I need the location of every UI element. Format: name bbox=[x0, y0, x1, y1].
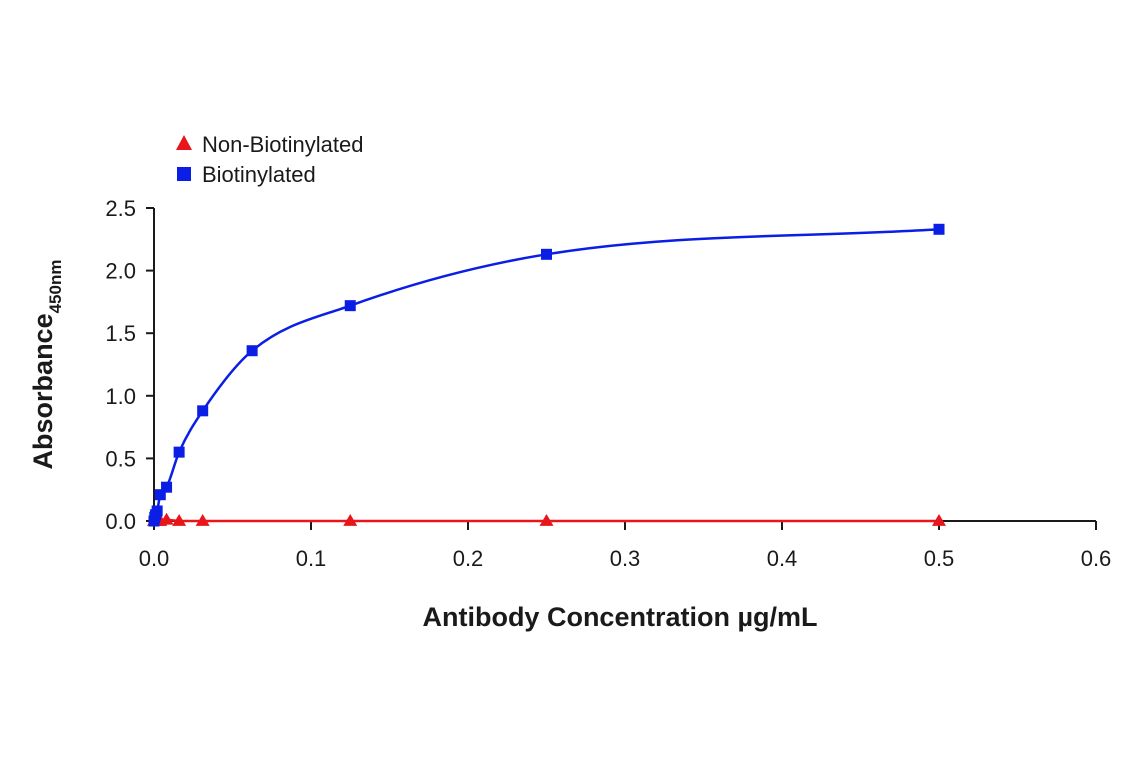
series-lines bbox=[152, 228, 940, 523]
x-tick-label: 0.0 bbox=[139, 546, 170, 571]
point-non-biotinylated bbox=[159, 512, 174, 525]
legend-marker-non-biotinylated bbox=[176, 135, 192, 150]
point-non-biotinylated bbox=[343, 514, 358, 526]
y-tick-label: 0.0 bbox=[105, 509, 136, 534]
series-marks bbox=[147, 223, 946, 527]
point-biotinylated bbox=[344, 300, 356, 312]
point-biotinylated bbox=[197, 405, 209, 417]
legend: Non-Biotinylated Biotinylated bbox=[176, 132, 363, 187]
legend-label-non-biotinylated: Non-Biotinylated bbox=[202, 132, 363, 157]
series-line-biotinylated bbox=[152, 228, 940, 522]
x-axis-title: Antibody Concentration µg/mL bbox=[422, 602, 817, 632]
axes: 0.0 0.5 1.0 1.5 2.0 2.5 0.0 0.1 0.2 0.3 0.4 0.5 0.6 bbox=[105, 196, 1111, 571]
point-biotinylated bbox=[933, 223, 945, 235]
y-tick-label: 1.0 bbox=[105, 384, 136, 409]
point-biotinylated bbox=[541, 248, 552, 260]
point-non-biotinylated bbox=[195, 514, 210, 526]
x-tick-label: 0.2 bbox=[453, 546, 484, 571]
y-tick-label: 2.5 bbox=[105, 196, 136, 221]
point-biotinylated bbox=[161, 481, 173, 493]
x-tick-label: 0.1 bbox=[296, 546, 327, 571]
point-biotinylated bbox=[151, 505, 163, 517]
point-biotinylated bbox=[173, 446, 185, 458]
point-biotinylated bbox=[154, 489, 166, 501]
legend-label-biotinylated: Biotinylated bbox=[202, 162, 316, 187]
y-axis-title-main: Absorbance bbox=[28, 313, 58, 469]
x-tick-label: 0.6 bbox=[1081, 546, 1112, 571]
y-tick-label: 2.0 bbox=[105, 259, 136, 284]
x-tick-label: 0.3 bbox=[610, 546, 641, 571]
point-non-biotinylated bbox=[932, 514, 946, 526]
y-axis-title-subscript: 450nm bbox=[46, 260, 65, 314]
x-tick-label: 0.5 bbox=[924, 546, 955, 571]
y-axis-title: Absorbance450nm bbox=[28, 260, 65, 470]
point-non-biotinylated bbox=[539, 514, 554, 526]
point-non-biotinylated bbox=[172, 514, 187, 526]
legend-marker-biotinylated bbox=[177, 167, 191, 181]
point-biotinylated bbox=[246, 345, 258, 357]
x-tick-label: 0.4 bbox=[767, 546, 798, 571]
y-tick-label: 1.5 bbox=[105, 321, 136, 346]
y-tick-label: 0.5 bbox=[105, 446, 136, 471]
